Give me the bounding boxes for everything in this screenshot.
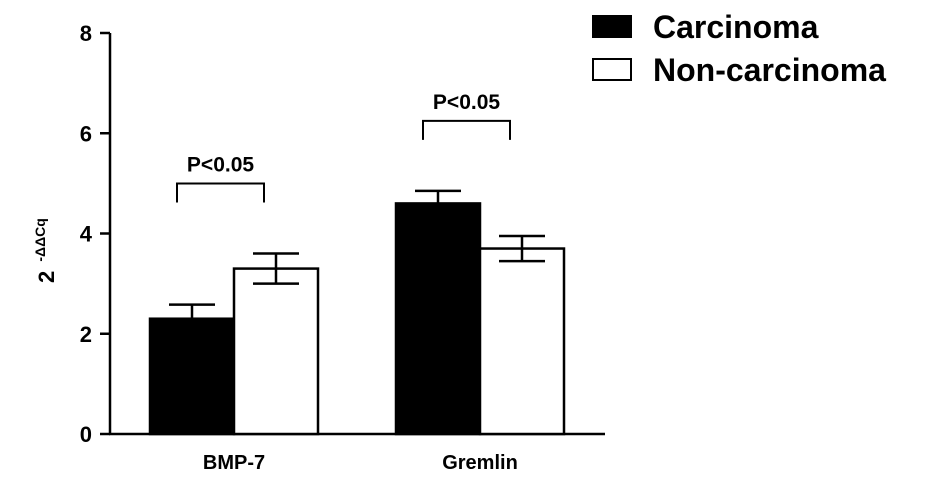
significance-label: P<0.05 (433, 91, 500, 114)
error-bar (169, 303, 215, 334)
legend: Carcinoma Non-carcinoma (592, 9, 886, 88)
bars (148, 202, 566, 436)
y-tick-label: 8 (80, 21, 92, 46)
legend-label-carcinoma: Carcinoma (653, 9, 819, 45)
y-axis-label: 2 -ΔΔCq (32, 218, 59, 283)
x-tick-labels: BMP-7 Gremlin (203, 452, 518, 474)
significance-label: P<0.05 (187, 154, 254, 177)
x-tick-label: BMP-7 (203, 452, 265, 474)
y-tick-label: 4 (80, 222, 93, 247)
bar-gremlin-non-carcinoma (478, 247, 566, 436)
error-bar (499, 234, 545, 263)
x-tick-label: Gremlin (442, 452, 518, 474)
y-axis-label-superscript: -ΔΔCq (32, 218, 48, 261)
y-ticks: 0 2 4 6 8 (80, 21, 110, 447)
legend-label-non-carcinoma: Non-carcinoma (653, 52, 886, 88)
significance-brackets: P<0.05 P<0.05 (176, 91, 511, 203)
bar-gremlin-carcinoma (394, 202, 482, 436)
legend-swatch-non-carcinoma (592, 58, 632, 81)
error-bar (415, 189, 461, 218)
error-bar (253, 252, 299, 285)
significance-bracket (422, 119, 511, 140)
y-tick-label: 6 (80, 121, 92, 146)
y-axis-label-base: 2 (34, 271, 59, 283)
y-tick-label: 2 (80, 322, 92, 347)
y-tick-label: 0 (80, 422, 92, 447)
bar-bmp-7-non-carcinoma (232, 267, 320, 436)
bar-bmp-7-carcinoma (148, 317, 236, 436)
error-bars (169, 189, 545, 334)
significance-bracket (176, 182, 265, 203)
legend-swatch-carcinoma (592, 15, 632, 38)
